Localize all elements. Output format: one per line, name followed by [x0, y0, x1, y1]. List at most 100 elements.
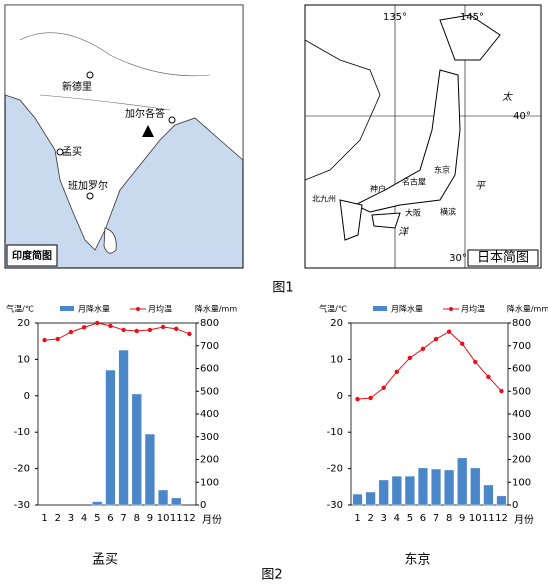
city-label: 大阪 — [405, 208, 421, 218]
temperature-point — [355, 396, 360, 402]
legend-label: 月降水量 — [78, 304, 110, 314]
city-label: 东京 — [434, 165, 450, 175]
y-tick-label: -20 — [14, 464, 30, 475]
bar — [118, 349, 129, 506]
x-tick-label: 12 — [183, 513, 196, 524]
figure-caption: 图1 — [272, 281, 293, 296]
bar — [105, 369, 116, 506]
bar — [131, 393, 142, 506]
hokkaido — [439, 14, 501, 61]
temperature-point — [134, 328, 139, 334]
bar — [404, 475, 415, 506]
x-tick-label: 4 — [394, 513, 400, 524]
y2-axis-title: 降水量/mm — [195, 304, 237, 314]
temperature-point — [108, 323, 113, 329]
bar — [457, 457, 468, 506]
bar — [144, 433, 155, 506]
temperature-point — [460, 341, 465, 346]
plot-frame — [37, 322, 197, 506]
sea-label: 平 — [475, 181, 486, 192]
y2-axis-title: 降水量/mm — [507, 304, 548, 314]
y2-tick-label: 300 — [512, 432, 531, 443]
y2-tick-label: 500 — [200, 386, 219, 397]
temperature-point — [420, 346, 426, 352]
x-tick-label: 6 — [420, 513, 426, 524]
legend-label: 月均温 — [461, 304, 485, 314]
bar — [417, 467, 428, 506]
y2-tick-label: 800 — [512, 318, 531, 329]
sea-label: 太 — [502, 91, 513, 103]
y-tick-label: 0 — [24, 391, 30, 402]
contour — [19, 32, 211, 77]
x-tick-label: 11 — [170, 513, 183, 524]
bar — [171, 497, 182, 506]
map-title-box — [467, 249, 539, 267]
x-tick-label: 8 — [134, 513, 140, 524]
y2-tick-label: 500 — [512, 386, 531, 397]
latitude-label: 30° — [449, 253, 467, 264]
city-label: 名古屋 — [402, 177, 426, 187]
legend-dot — [449, 307, 453, 311]
temperature-point — [147, 327, 153, 333]
map-title-box — [6, 244, 58, 267]
city-label: 北九州 — [312, 195, 336, 204]
temperature-point — [473, 359, 478, 365]
island — [103, 227, 117, 254]
x-tick-label: 9 — [147, 513, 153, 524]
y-tick-label: -30 — [327, 500, 343, 511]
bar — [92, 501, 103, 506]
temperature-point — [68, 329, 74, 335]
temperature-point — [174, 326, 179, 332]
city-dot — [168, 116, 176, 124]
plot-frame — [350, 322, 509, 506]
x-tick-label: 3 — [381, 513, 387, 524]
temperature-point — [81, 325, 87, 330]
x-tick-label: 6 — [107, 513, 113, 524]
y2-tick-label: 800 — [200, 318, 219, 329]
bar — [352, 493, 363, 506]
y-axis-title: 气温/℃ — [319, 304, 347, 314]
temperature-point — [55, 336, 60, 342]
longitude-label: 135° — [383, 12, 407, 23]
x-tick-label: 7 — [433, 513, 439, 524]
y-tick-label: -10 — [14, 427, 30, 438]
chart-caption: 东京 — [404, 553, 430, 568]
city-label: 加尔各答 — [125, 107, 165, 120]
y2-tick-label: 300 — [200, 432, 219, 443]
y2-tick-label: 200 — [200, 455, 219, 466]
y-tick-label: 10 — [330, 354, 343, 365]
y-tick-label: 20 — [17, 318, 30, 329]
city-label: 新德里 — [62, 80, 92, 93]
y-tick-label: 0 — [337, 391, 343, 402]
triangle-marker — [142, 125, 154, 137]
x-tick-label: 4 — [81, 513, 87, 524]
legend-swatch — [373, 306, 387, 311]
x-axis-title: 月份 — [514, 514, 534, 526]
x-tick-label: 2 — [367, 513, 373, 524]
x-tick-label: 2 — [55, 513, 61, 524]
bar — [378, 479, 389, 506]
y-tick-label: -30 — [14, 500, 30, 511]
temperature-point — [160, 324, 166, 330]
bar — [391, 475, 402, 506]
longitude-label: 145° — [460, 12, 484, 23]
japan-map: 135° 145° 40° 30° 太 平 洋 北九州 神户 名古屋 东京 大阪… — [304, 4, 542, 269]
y2-tick-label: 600 — [200, 364, 219, 375]
legend-label: 月均温 — [148, 304, 172, 314]
x-tick-label: 1 — [354, 513, 360, 524]
x-axis-title: 月份 — [202, 514, 222, 526]
bar — [496, 495, 507, 506]
x-tick-label: 8 — [446, 513, 452, 524]
temperature-point — [42, 337, 47, 343]
temperature-point — [121, 327, 126, 333]
city-label: 神户 — [370, 184, 386, 194]
x-tick-label: 5 — [407, 513, 413, 524]
coast — [304, 39, 381, 181]
y2-tick-label: 600 — [512, 364, 531, 375]
y2-tick-label: 200 — [512, 455, 531, 466]
temperature-point — [433, 336, 439, 342]
y2-tick-label: 0 — [512, 500, 518, 511]
y2-tick-label: 100 — [200, 477, 219, 488]
shikoku — [371, 212, 401, 229]
